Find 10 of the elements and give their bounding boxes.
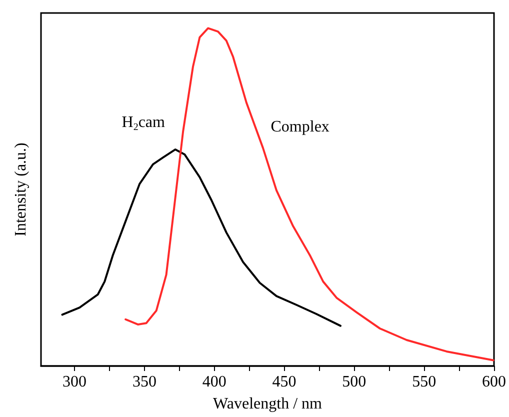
- x-tick-label: 500: [342, 374, 366, 390]
- x-tick-label: 400: [202, 374, 226, 390]
- x-tick-label: 300: [62, 374, 87, 390]
- x-tick-label: 450: [272, 374, 296, 390]
- series-label: Complex: [270, 118, 330, 136]
- x-tick-label: 600: [482, 374, 506, 390]
- x-tick-label: 350: [132, 374, 156, 390]
- y-axis-title: Intensity (a.u.): [12, 142, 30, 236]
- x-tick-label: 550: [412, 374, 436, 390]
- x-axis-title: Wavelength / nm: [213, 396, 323, 412]
